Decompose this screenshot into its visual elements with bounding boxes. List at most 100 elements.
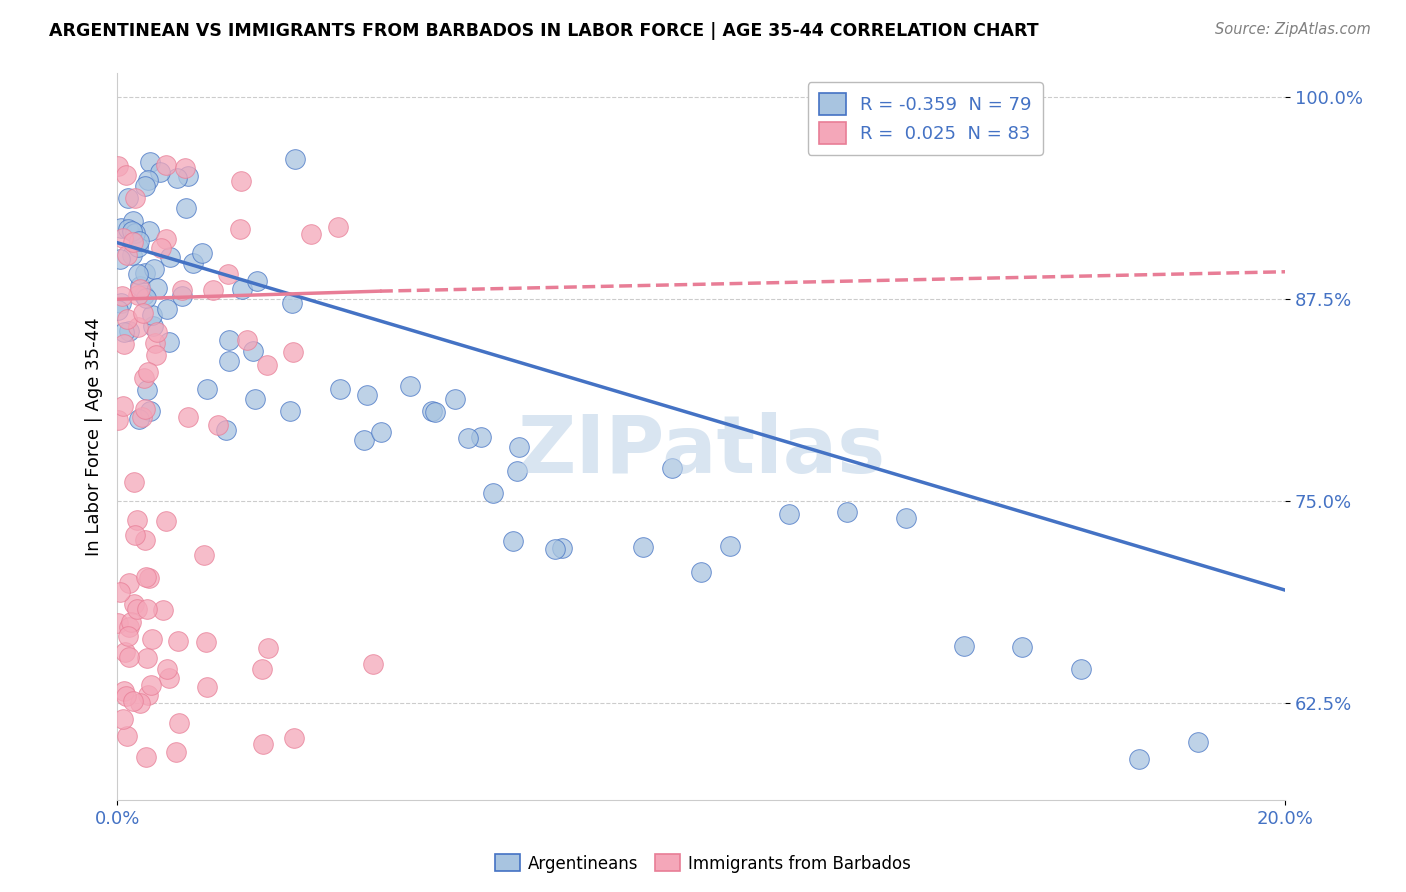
Point bbox=[243, 392, 266, 407]
Point bbox=[425, 405, 447, 419]
Point bbox=[246, 274, 269, 288]
Point bbox=[118, 324, 141, 338]
Point bbox=[953, 639, 976, 653]
Point bbox=[1128, 752, 1150, 766]
Point bbox=[134, 288, 156, 302]
Point bbox=[128, 282, 150, 296]
Point bbox=[215, 423, 238, 437]
Point bbox=[128, 234, 150, 248]
Point bbox=[141, 632, 163, 646]
Point bbox=[110, 252, 132, 266]
Point bbox=[121, 235, 143, 250]
Point bbox=[136, 688, 159, 702]
Point bbox=[197, 382, 219, 396]
Point bbox=[110, 221, 132, 235]
Point bbox=[157, 334, 180, 349]
Point bbox=[129, 696, 152, 710]
Point bbox=[152, 602, 174, 616]
Y-axis label: In Labor Force | Age 35-44: In Labor Force | Age 35-44 bbox=[86, 318, 103, 556]
Point bbox=[112, 336, 135, 351]
Point bbox=[108, 584, 131, 599]
Point bbox=[142, 318, 165, 333]
Point bbox=[218, 268, 240, 282]
Point bbox=[114, 645, 136, 659]
Text: ARGENTINEAN VS IMMIGRANTS FROM BARBADOS IN LABOR FORCE | AGE 35-44 CORRELATION C: ARGENTINEAN VS IMMIGRANTS FROM BARBADOS … bbox=[49, 22, 1039, 40]
Point bbox=[283, 344, 305, 359]
Point bbox=[299, 227, 322, 242]
Point bbox=[132, 306, 155, 320]
Point bbox=[134, 533, 156, 548]
Point bbox=[837, 505, 859, 519]
Point bbox=[146, 281, 169, 295]
Point bbox=[167, 634, 190, 648]
Point bbox=[165, 745, 187, 759]
Point bbox=[470, 430, 492, 444]
Point bbox=[127, 240, 149, 254]
Point bbox=[155, 232, 177, 246]
Point bbox=[107, 413, 129, 427]
Point bbox=[191, 245, 214, 260]
Point bbox=[257, 640, 280, 655]
Point bbox=[236, 333, 259, 347]
Point bbox=[399, 379, 422, 393]
Point bbox=[114, 168, 136, 182]
Point bbox=[112, 684, 135, 698]
Point bbox=[894, 510, 917, 524]
Point bbox=[150, 241, 173, 255]
Point bbox=[122, 214, 145, 228]
Point bbox=[118, 575, 141, 590]
Point bbox=[356, 388, 378, 402]
Legend: Argentineans, Immigrants from Barbados: Argentineans, Immigrants from Barbados bbox=[488, 847, 918, 880]
Point bbox=[508, 440, 530, 454]
Point bbox=[231, 174, 253, 188]
Point bbox=[181, 256, 204, 270]
Point bbox=[134, 266, 156, 280]
Point bbox=[141, 309, 163, 323]
Point bbox=[1187, 735, 1209, 749]
Point bbox=[136, 365, 159, 379]
Point bbox=[457, 431, 479, 445]
Point bbox=[111, 712, 134, 726]
Point bbox=[136, 173, 159, 187]
Point bbox=[170, 289, 193, 303]
Point bbox=[631, 540, 654, 554]
Point bbox=[141, 678, 163, 692]
Point bbox=[1011, 640, 1033, 655]
Point bbox=[661, 461, 683, 475]
Point bbox=[326, 220, 349, 235]
Point bbox=[118, 649, 141, 664]
Point bbox=[502, 533, 524, 548]
Point bbox=[218, 354, 240, 368]
Point bbox=[111, 289, 134, 303]
Point bbox=[125, 513, 148, 527]
Point bbox=[252, 737, 274, 751]
Point bbox=[444, 392, 467, 406]
Point bbox=[170, 283, 193, 297]
Point bbox=[138, 155, 160, 169]
Point bbox=[718, 539, 741, 553]
Point bbox=[111, 231, 134, 245]
Point bbox=[156, 301, 179, 316]
Point bbox=[138, 571, 160, 585]
Point bbox=[112, 326, 135, 340]
Point bbox=[1070, 662, 1092, 676]
Point bbox=[138, 224, 160, 238]
Point bbox=[127, 288, 149, 302]
Point bbox=[118, 620, 141, 634]
Point bbox=[229, 222, 252, 236]
Point bbox=[145, 348, 167, 362]
Point bbox=[120, 615, 142, 629]
Point bbox=[778, 507, 800, 521]
Text: ZIPatlas: ZIPatlas bbox=[517, 412, 886, 490]
Point bbox=[167, 716, 190, 731]
Point bbox=[117, 221, 139, 235]
Point bbox=[124, 191, 146, 205]
Point bbox=[193, 548, 215, 562]
Point bbox=[115, 248, 138, 262]
Point bbox=[482, 485, 505, 500]
Point bbox=[135, 383, 157, 397]
Point bbox=[197, 681, 219, 695]
Text: Source: ZipAtlas.com: Source: ZipAtlas.com bbox=[1215, 22, 1371, 37]
Point bbox=[127, 602, 149, 616]
Point bbox=[329, 382, 352, 396]
